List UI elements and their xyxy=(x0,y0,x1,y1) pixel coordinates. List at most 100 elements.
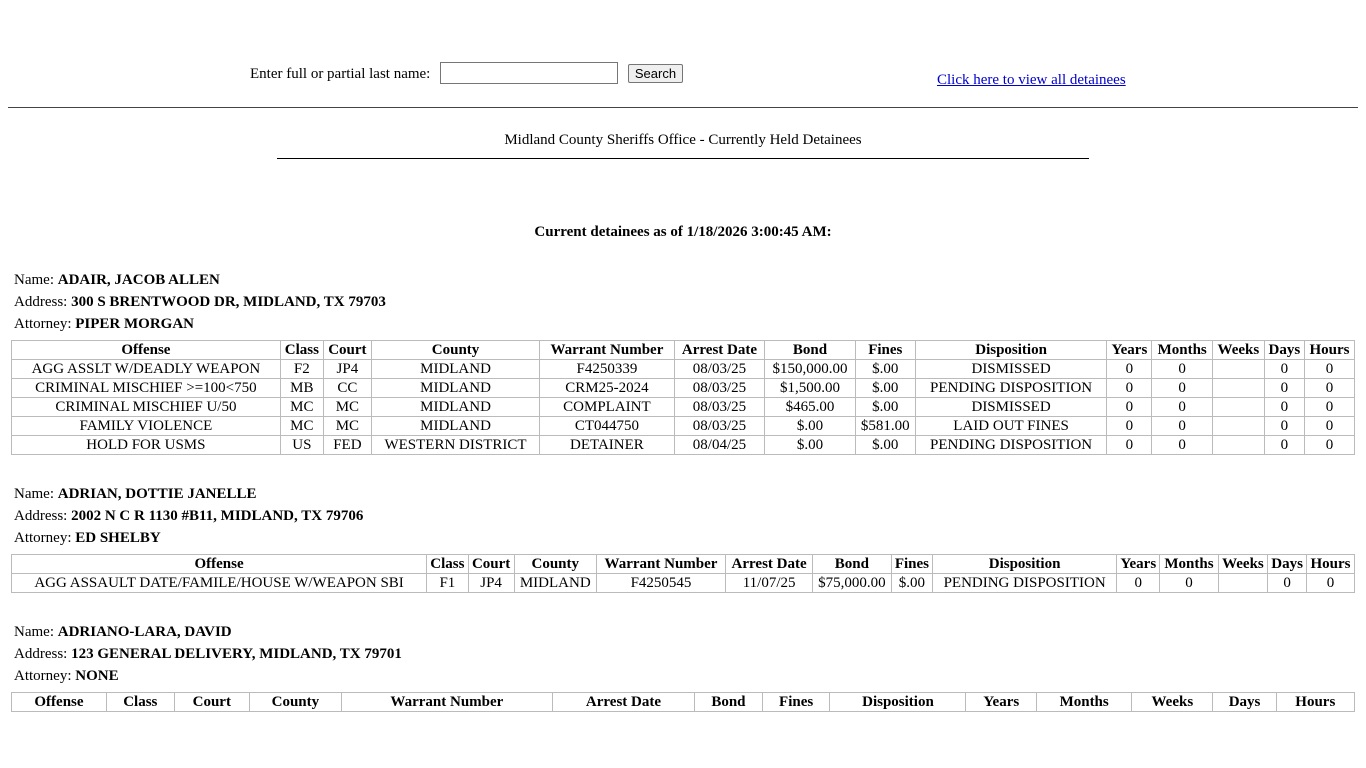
cell: COMPLAINT xyxy=(539,397,675,417)
column-header: Warrant Number xyxy=(595,554,727,574)
attorney-value: ED SHELBY xyxy=(75,530,161,546)
cell: 08/04/25 xyxy=(673,435,766,455)
charge-row: CRIMINAL MISCHIEF U/50 MC MC MIDLAND COMPLAI… xyxy=(11,397,1355,417)
column-header: Hours xyxy=(1305,554,1356,574)
cell: MB xyxy=(279,378,324,398)
cell: AGG ASSLT W/DEADLY WEAPON xyxy=(11,359,281,379)
cell: CRM25-2024 xyxy=(539,378,675,398)
name-value: ADAIR, JACOB ALLEN xyxy=(57,272,220,288)
column-header: Disposition xyxy=(829,692,967,712)
column-header: Weeks xyxy=(1131,692,1214,712)
address-label: Address: xyxy=(14,508,68,524)
column-header: Court xyxy=(173,692,250,712)
address-label: Address: xyxy=(14,646,68,662)
name-label: Name: xyxy=(14,624,54,640)
cell: 0 xyxy=(1159,573,1219,593)
cell: $465.00 xyxy=(764,397,856,417)
column-header: Weeks xyxy=(1217,554,1269,574)
cell: $.00 xyxy=(764,416,856,436)
view-all-link[interactable]: Click here to view all detainees xyxy=(937,72,1126,88)
cell: $.00 xyxy=(764,435,856,455)
cell: 0 xyxy=(1304,435,1355,455)
cell: PENDING DISPOSITION xyxy=(932,573,1118,593)
cell: 08/03/25 xyxy=(673,416,766,436)
cell: MC xyxy=(279,397,324,417)
cell: 0 xyxy=(1106,416,1153,436)
cell: 08/03/25 xyxy=(673,397,766,417)
cell: JP4 xyxy=(467,573,515,593)
cell: 0 xyxy=(1263,416,1306,436)
cell: F1 xyxy=(426,573,469,593)
cell: 0 xyxy=(1305,573,1356,593)
column-header: Offense xyxy=(11,340,281,360)
charge-row: AGG ASSLT W/DEADLY WEAPON F2 JP4 MIDLAND F42… xyxy=(11,359,1355,379)
cell: DISMISSED xyxy=(914,397,1108,417)
search-button[interactable]: Search xyxy=(627,64,684,83)
cell: $.00 xyxy=(854,359,916,379)
column-header: Fines xyxy=(761,692,831,712)
column-header: Arrest Date xyxy=(725,554,814,574)
search-label: Enter full or partial last name: xyxy=(250,66,431,82)
column-header: Offense xyxy=(10,554,428,574)
attorney-label: Attorney: xyxy=(14,316,72,332)
cell: 0 xyxy=(1304,378,1355,398)
header-row: Offense Class Court County Warrant Number Arr… xyxy=(11,340,1355,360)
cell: $.00 xyxy=(854,378,916,398)
cell: 0 xyxy=(1263,397,1306,417)
detainee-list: Name: ADAIR, JACOB ALLEN Address: 300 S B… xyxy=(10,269,1356,740)
column-header: Days xyxy=(1212,692,1277,712)
cell: 08/03/25 xyxy=(673,359,766,379)
cell xyxy=(1211,378,1265,398)
column-header: Arrest Date xyxy=(551,692,696,712)
name-label: Name: xyxy=(14,272,54,288)
cell: FAMILY VIOLENCE xyxy=(11,416,281,436)
name-line: Name: ADAIR, JACOB ALLEN xyxy=(14,269,1355,291)
cell: $.00 xyxy=(854,435,916,455)
column-header: Class xyxy=(426,554,469,574)
cell xyxy=(1211,397,1265,417)
cell: 0 xyxy=(1106,378,1153,398)
cell: JP4 xyxy=(322,359,372,379)
header-row: Offense Class Court County Warrant Number Arr… xyxy=(10,554,1356,574)
cell: 0 xyxy=(1151,378,1213,398)
address-value: 300 S BRENTWOOD DR, MIDLAND, TX 79703 xyxy=(71,294,386,310)
name-line: Name: ADRIANO-LARA, DAVID xyxy=(14,621,1355,643)
address-label: Address: xyxy=(14,294,68,310)
column-header: Offense xyxy=(11,692,107,712)
column-header: County xyxy=(248,692,342,712)
cell: 0 xyxy=(1106,397,1153,417)
cell: 0 xyxy=(1116,573,1161,593)
cell: 0 xyxy=(1267,573,1307,593)
column-header: Years xyxy=(965,692,1038,712)
charges-table: Offense Class Court County Warrant Number Arr… xyxy=(11,340,1355,455)
cell: $.00 xyxy=(890,573,934,593)
cell: AGG ASSAULT DATE/FAMILE/HOUSE W/WEAPON S… xyxy=(10,573,428,593)
attorney-line: Attorney: NONE xyxy=(14,665,1355,687)
cell: 0 xyxy=(1151,359,1213,379)
cell: $150,000.00 xyxy=(764,359,856,379)
attorney-line: Attorney: PIPER MORGAN xyxy=(14,313,1355,335)
cell: 0 xyxy=(1304,359,1355,379)
cell: $75,000.00 xyxy=(812,573,892,593)
charge-row: HOLD FOR USMS US FED WESTERN DISTRICT DETAIN… xyxy=(11,435,1355,455)
column-header: Court xyxy=(322,340,372,360)
cell: F4250339 xyxy=(539,359,675,379)
cell: CRIMINAL MISCHIEF >=100<750 xyxy=(11,378,281,398)
cell: 0 xyxy=(1106,435,1153,455)
cell: HOLD FOR USMS xyxy=(11,435,281,455)
name-input[interactable] xyxy=(440,62,619,84)
column-header: County xyxy=(370,340,541,360)
cell: FED xyxy=(322,435,372,455)
column-header: Class xyxy=(279,340,324,360)
cell: 0 xyxy=(1304,416,1355,436)
cell: $1,500.00 xyxy=(764,378,856,398)
column-header: Bond xyxy=(694,692,763,712)
cell: 0 xyxy=(1304,397,1355,417)
cell: F4250545 xyxy=(595,573,727,593)
cell xyxy=(1211,435,1265,455)
cell: CT044750 xyxy=(539,416,675,436)
cell: MIDLAND xyxy=(370,397,541,417)
address-line: Address: 2002 N C R 1130 #B11, MIDLAND, … xyxy=(14,505,1355,527)
cell: 08/03/25 xyxy=(673,378,766,398)
search-form: Enter full or partial last name: Search xyxy=(250,62,684,84)
